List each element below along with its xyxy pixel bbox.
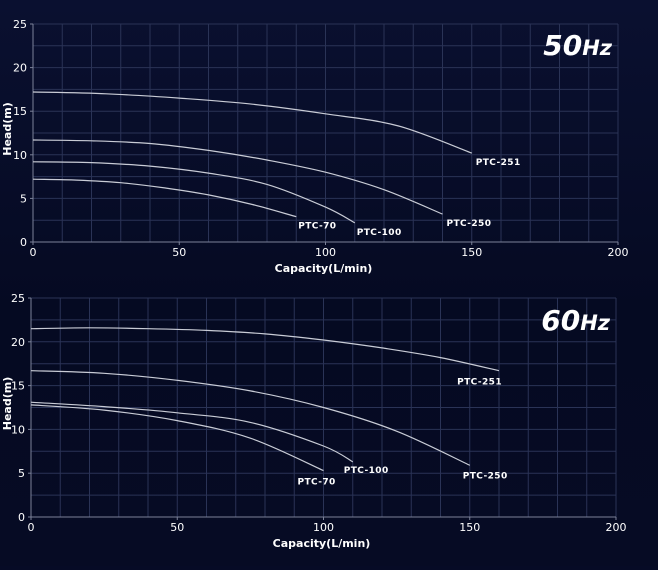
frequency-unit: Hz: [580, 311, 611, 335]
series-line-ptc-250: [30, 370, 471, 466]
series-label-ptc-70: PTC-70: [298, 222, 336, 232]
x-tick-label: 150: [461, 246, 482, 259]
x-axis-label: Capacity(L/min): [273, 537, 371, 550]
y-tick-label: 10: [13, 149, 27, 162]
x-tick-label: 0: [28, 521, 35, 534]
y-tick-label: 20: [11, 336, 25, 349]
series-label-ptc-70: PTC-70: [298, 478, 336, 488]
y-tick-label: 20: [13, 62, 27, 75]
series-line-ptc-251: [30, 327, 500, 372]
y-tick-label: 0: [20, 236, 27, 249]
chart-panel-50hz: 0 50 100 150 200 0 5 10 15 20 25 Capacity(L/min) Hea…: [1, 18, 629, 275]
y-tick-label: 15: [11, 380, 25, 393]
y-tick-label: 10: [11, 423, 25, 436]
y-axis-label: Head(m): [1, 102, 14, 155]
frequency-unit: Hz: [582, 36, 613, 60]
grid: [33, 23, 619, 242]
x-tick-label: 50: [172, 246, 186, 259]
frequency-label: 60Hz: [541, 304, 611, 337]
x-tick-label: 0: [30, 246, 37, 259]
frequency-label: 50Hz: [543, 29, 613, 62]
series-label-ptc-100: PTC-100: [344, 466, 389, 476]
y-tick-label: 25: [11, 292, 25, 305]
series-label-ptc-251: PTC-251: [476, 158, 521, 168]
x-tick-label: 50: [170, 521, 184, 534]
frequency-value: 50: [543, 29, 582, 62]
series-label-ptc-250: PTC-250: [447, 219, 492, 229]
chart-panel-60hz: 0 50 100 150 200 0 5 10 15 20 25 Capacity(L/min) Hea…: [1, 292, 627, 550]
x-tick-label: 100: [313, 521, 334, 534]
series-label-ptc-250: PTC-250: [463, 471, 508, 481]
series-line-ptc-100: [32, 161, 356, 224]
x-tick-label: 200: [606, 521, 627, 534]
x-tick-label: 150: [459, 521, 480, 534]
series-line-ptc-70: [30, 404, 324, 472]
grid: [31, 297, 617, 517]
series-line-ptc-250: [32, 139, 443, 215]
x-tick-label: 200: [608, 246, 629, 259]
series-line-ptc-70: [32, 178, 297, 218]
series-line-ptc-251: [32, 91, 473, 154]
y-tick-label: 0: [18, 511, 25, 524]
y-axis-label: Head(m): [1, 377, 14, 430]
series-label-ptc-100: PTC-100: [357, 228, 402, 238]
series-label-ptc-251: PTC-251: [457, 378, 502, 388]
x-axis-label: Capacity(L/min): [275, 262, 373, 275]
y-tick-label: 5: [18, 467, 25, 480]
x-tick-label: 100: [315, 246, 336, 259]
frequency-value: 60: [541, 304, 580, 337]
y-tick-label: 5: [20, 192, 27, 205]
series-line-ptc-100: [30, 401, 354, 463]
y-tick-label: 25: [13, 18, 27, 31]
y-tick-label: 15: [13, 105, 27, 118]
